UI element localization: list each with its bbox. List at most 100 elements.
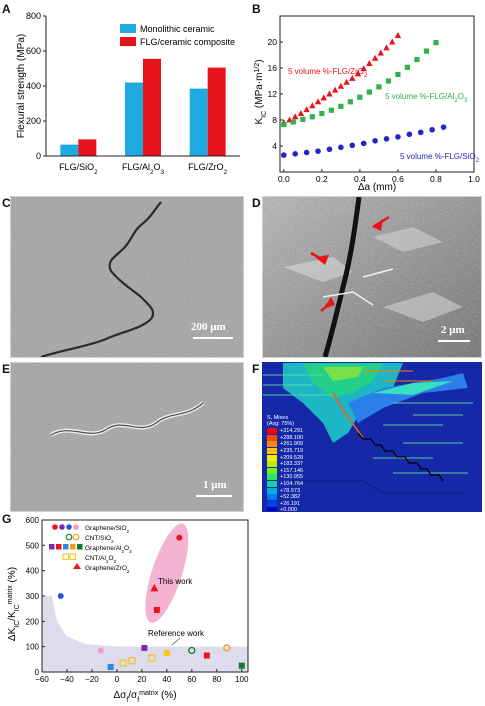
y-axis-label: ΔKIC/KICmatrix (%) bbox=[7, 567, 21, 641]
this-work-label: This work bbox=[158, 577, 193, 586]
y-tick-label: 12 bbox=[268, 89, 278, 99]
point-graphene-al2o3 bbox=[163, 650, 170, 656]
point-sio2 bbox=[395, 134, 401, 140]
point-cnt-al2o3 bbox=[148, 654, 156, 662]
y-tick-label: 100 bbox=[26, 643, 40, 652]
y-tick-label: 800 bbox=[26, 11, 41, 21]
y-tick-label: 20 bbox=[268, 37, 278, 47]
x-tick-label: 20 bbox=[137, 675, 146, 684]
fem-stress-map: S, Mises (Avg: 75%) +314.291 +288.100 +261… bbox=[262, 362, 482, 512]
legend-row: +52.382 bbox=[267, 494, 339, 501]
point-sio2 bbox=[349, 142, 356, 149]
sem-image-e bbox=[11, 363, 243, 511]
x-tick-label: 40 bbox=[162, 675, 171, 684]
point-sio2 bbox=[417, 129, 424, 136]
legend-marker bbox=[59, 524, 65, 530]
point-sio2 bbox=[406, 131, 413, 138]
legend-value: +52.382 bbox=[280, 494, 301, 501]
fem-legend: S, Mises (Avg: 75%) +314.291 +288.100 +261… bbox=[267, 415, 339, 512]
point-al2o3 bbox=[338, 103, 344, 109]
point-graphene-al2o3 bbox=[153, 606, 160, 613]
legend-row: +235.719 bbox=[267, 448, 339, 455]
legend-value: +78.573 bbox=[280, 487, 301, 494]
y-tick-label: 500 bbox=[26, 541, 40, 550]
x-axis-label: Δσf/σfmatrix (%) bbox=[113, 690, 176, 704]
bar-monolithic bbox=[125, 82, 143, 156]
label-sio2: 5 volume %-FLG/SiO2 bbox=[400, 152, 480, 164]
scale-bar bbox=[438, 340, 470, 342]
y-tick-label: 600 bbox=[26, 516, 40, 525]
legend-row: +130.955 bbox=[267, 474, 339, 481]
micrograph-crack-deflection: 1 μm bbox=[10, 362, 244, 512]
legend-swatch-monolithic bbox=[120, 24, 136, 33]
point-al2o3 bbox=[357, 94, 363, 100]
legend-composite: FLG/ceramic composite bbox=[140, 37, 235, 47]
panel-letter-b: B bbox=[252, 2, 261, 16]
scatter-chart-property-comparison: ΔKIC/KICmatrix (%) −60 −40 −20 0 20 40 60 80 100… bbox=[7, 516, 249, 704]
legend-value: +314.291 bbox=[280, 428, 304, 435]
point-al2o3 bbox=[328, 107, 334, 113]
legend-swatch bbox=[267, 467, 277, 474]
legend-marker bbox=[77, 544, 83, 550]
point-sio2 bbox=[383, 136, 390, 142]
legend-value: +0.000 bbox=[280, 507, 297, 512]
legend-marker bbox=[73, 563, 81, 569]
point-zro2 bbox=[349, 74, 356, 81]
panel-letter-d: D bbox=[252, 196, 261, 210]
legend-value: +288.100 bbox=[280, 434, 304, 441]
legend-row: +314.291 bbox=[267, 428, 339, 435]
scale-label: 200 μm bbox=[191, 321, 226, 333]
point-al2o3 bbox=[376, 84, 382, 90]
bar-composite bbox=[78, 139, 97, 156]
point-zro2 bbox=[354, 70, 362, 77]
y-tick-label: 16 bbox=[268, 63, 278, 73]
legend-swatch bbox=[267, 434, 277, 441]
x-tick-label: 1.0 bbox=[468, 174, 480, 184]
legend-swatch bbox=[267, 481, 277, 488]
point-zro2 bbox=[394, 32, 402, 38]
legend-label: Graphene/ZrO2 bbox=[85, 565, 130, 574]
y-tick-label: 200 bbox=[26, 116, 41, 126]
legend: Graphene/SiO2CNT/SiO2Graphene/Al2O3CNT/A… bbox=[49, 524, 132, 574]
x-category-label: FLG/Al2O3 bbox=[122, 162, 165, 174]
y-tick-label: 8 bbox=[272, 115, 277, 125]
point-sio2 bbox=[338, 144, 344, 151]
panel-letter-a: A bbox=[2, 2, 11, 16]
panel-letter-e: E bbox=[2, 362, 11, 376]
legend-monolithic: Monolithic ceramic bbox=[140, 24, 215, 34]
legend-value: +130.955 bbox=[280, 474, 304, 481]
x-tick-label: 0.2 bbox=[316, 174, 328, 184]
legend-row: +157.146 bbox=[267, 467, 339, 475]
point-zro2 bbox=[366, 59, 373, 66]
point-zro2 bbox=[320, 94, 327, 101]
scale-bar bbox=[193, 337, 233, 339]
panel-letter-g: G bbox=[2, 512, 12, 526]
scatter-chart-fracture-toughness: KIC (MPa·m1/2) 0.0 0.2 0.4 0.6 0.8 1.0 4 8 12 16 2… bbox=[254, 15, 480, 193]
x-category-label: FLG/ZrO2 bbox=[188, 162, 228, 174]
point-al2o3 bbox=[385, 78, 392, 84]
sem-image-d bbox=[263, 197, 481, 357]
legend-swatch bbox=[267, 461, 277, 468]
point-al2o3 bbox=[423, 48, 430, 54]
legend-row: +261.909 bbox=[267, 441, 339, 448]
legend-marker bbox=[56, 544, 62, 550]
y-tick-label: 600 bbox=[26, 46, 41, 56]
point-al2o3 bbox=[404, 64, 411, 70]
point-sio2 bbox=[326, 146, 333, 153]
legend-swatch bbox=[267, 454, 277, 461]
y-tick-label: 300 bbox=[26, 592, 40, 601]
x-tick-label: −40 bbox=[60, 675, 74, 684]
point-zro2 bbox=[309, 102, 316, 109]
legend-marker bbox=[65, 533, 73, 541]
point-cnt-al2o3 bbox=[119, 659, 127, 667]
legend-marker bbox=[63, 544, 69, 550]
point-zro2 bbox=[343, 78, 350, 85]
scale-label: 1 μm bbox=[203, 479, 227, 491]
bar-composite bbox=[207, 67, 226, 156]
point-zro2 bbox=[331, 86, 339, 93]
legend-swatch bbox=[267, 448, 277, 455]
point-zro2 bbox=[297, 110, 305, 116]
scale-bar bbox=[196, 495, 232, 497]
legend-marker bbox=[49, 544, 55, 550]
point-al2o3 bbox=[433, 40, 439, 46]
